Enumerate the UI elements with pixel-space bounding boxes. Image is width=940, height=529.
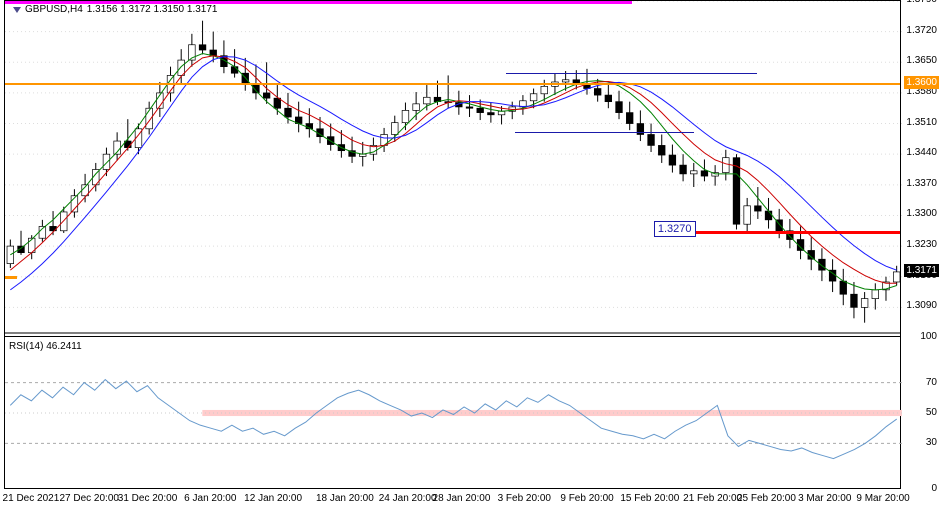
time-axis: 21 Dec 202127 Dec 20:0031 Dec 20:00 6 Jan… — [4, 489, 901, 529]
range-line-upper — [506, 73, 757, 74]
rsi-chart-svg — [5, 337, 902, 489]
time-tick-label: 18 Jan 20:00 — [316, 493, 374, 504]
time-tick-label: 15 Feb 20:00 — [620, 493, 679, 504]
support-line-red — [694, 231, 900, 234]
price-tick-label: 1.3720 — [906, 25, 937, 36]
price-axis: 1.37901.37201.36501.35801.35101.34401.33… — [901, 0, 939, 337]
time-tick-label: 6 Jan 20:00 — [184, 493, 236, 504]
chevron-down-icon — [13, 7, 21, 13]
price-tick-label: 1.3510 — [906, 117, 937, 128]
price-tick-label: 1.3090 — [906, 300, 937, 311]
time-tick-label: 31 Dec 20:00 — [118, 493, 178, 504]
time-tick-label: 24 Jan 20:00 — [379, 493, 437, 504]
chart-title-bar: GBPUSD,H4 1.3156 1.3172 1.3150 1.3171 — [13, 4, 217, 15]
time-tick-label: 9 Mar 20:00 — [856, 493, 909, 504]
rsi-axis: 1007050300 — [901, 337, 939, 489]
time-tick-label: 3 Feb 20:00 — [498, 493, 551, 504]
time-tick-label: 27 Dec 20:00 — [59, 493, 119, 504]
rsi-tick-label: 30 — [926, 437, 937, 448]
price-chart-svg — [5, 1, 902, 338]
price-panel[interactable]: GBPUSD,H4 1.3156 1.3172 1.3150 1.3171 1.… — [4, 0, 901, 337]
current-price-tag: 1.3171 — [904, 264, 939, 277]
price-tick-label: 1.3650 — [906, 55, 937, 66]
time-tick-label: 25 Feb 20:00 — [737, 493, 796, 504]
price-annotation: 1.3270 — [654, 221, 696, 237]
price-tick-label: 1.3790 — [906, 0, 937, 5]
time-tick-label: 28 Jan 20:00 — [433, 493, 491, 504]
ohlc-label: 1.3156 1.3172 1.3150 1.3171 — [87, 4, 218, 15]
range-line-lower — [515, 132, 694, 133]
rsi-tick-label: 0 — [931, 483, 937, 494]
time-tick-label: 21 Feb 20:00 — [683, 493, 742, 504]
rsi-tick-label: 50 — [926, 407, 937, 418]
price-tick-label: 1.3300 — [906, 208, 937, 219]
symbol-label: GBPUSD,H4 — [25, 4, 83, 15]
orange-price-tag: 1.3600 — [904, 76, 939, 89]
price-tick-label: 1.3440 — [906, 147, 937, 158]
level-line-orange — [5, 83, 900, 85]
orange-marker-left — [5, 276, 17, 279]
rsi-title: RSI(14) 46.2411 — [9, 341, 82, 352]
time-tick-label: 9 Feb 20:00 — [560, 493, 613, 504]
level-line-gray — [5, 332, 900, 334]
price-tick-label: 1.3230 — [906, 239, 937, 250]
rsi-tick-label: 100 — [920, 331, 937, 342]
rsi-panel[interactable]: RSI(14) 46.2411 — [4, 337, 901, 489]
chart-container: GBPUSD,H4 1.3156 1.3172 1.3150 1.3171 1.… — [0, 0, 940, 529]
time-tick-label: 21 Dec 2021 — [3, 493, 60, 504]
rsi-tick-label: 70 — [926, 377, 937, 388]
time-tick-label: 12 Jan 20:00 — [244, 493, 302, 504]
time-tick-label: 3 Mar 20:00 — [798, 493, 851, 504]
price-tick-label: 1.3370 — [906, 178, 937, 189]
